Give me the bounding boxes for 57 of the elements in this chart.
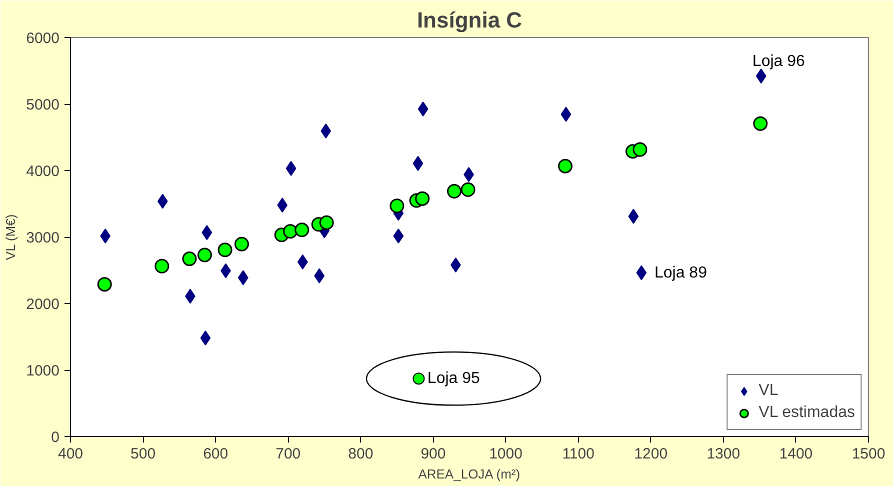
point	[197, 248, 212, 262]
x-tick-label: 1000	[489, 446, 522, 462]
chart-title: Insígnia C	[416, 8, 522, 32]
point	[636, 265, 647, 280]
annotation: Loja 95	[427, 370, 480, 388]
x-tick-label: 900	[420, 446, 446, 462]
point	[393, 228, 404, 244]
x-tick-label: 1200	[634, 446, 668, 462]
point	[283, 224, 298, 239]
point	[182, 252, 197, 266]
y-tick-label: 2000	[26, 296, 60, 313]
y-tick-label: 1000	[26, 362, 60, 380]
point	[200, 330, 211, 346]
point	[632, 142, 648, 157]
y-tick-label: 0	[51, 429, 60, 446]
point	[154, 258, 170, 274]
x-tick-label: 1400	[779, 446, 813, 462]
point	[218, 242, 232, 258]
point	[753, 116, 768, 131]
annotation: Loja 89	[654, 264, 708, 282]
point	[319, 215, 334, 230]
point	[558, 158, 573, 174]
point	[294, 222, 310, 238]
x-tick-label: 500	[130, 446, 156, 462]
annotation: Loja 96	[752, 52, 806, 70]
point	[447, 184, 462, 198]
point	[97, 277, 112, 292]
point	[460, 182, 476, 197]
point	[418, 101, 428, 116]
point	[286, 160, 296, 176]
x-tick-label: 600	[203, 446, 228, 462]
point	[238, 270, 248, 286]
point	[560, 106, 572, 122]
legend-label: VL	[758, 382, 779, 400]
y-tick-label: 6000	[26, 30, 60, 47]
x-tick-label: 800	[348, 446, 374, 462]
point	[202, 225, 212, 240]
point	[297, 254, 308, 270]
point	[320, 124, 332, 138]
legend-label: VL estimadas	[758, 404, 855, 422]
point	[234, 236, 249, 252]
point	[756, 68, 766, 84]
x-tick-label: 1300	[706, 446, 740, 462]
x-tick-label: 1100	[562, 446, 594, 462]
y-tick-label: 5000	[26, 96, 60, 114]
point	[412, 156, 424, 171]
point	[390, 198, 404, 214]
point	[628, 208, 639, 224]
y-axis-title: VL (M€)	[3, 214, 18, 260]
y-tick-label: 3000	[26, 230, 60, 246]
point	[415, 191, 430, 206]
point	[157, 194, 168, 209]
y-tick-label: 4000	[26, 163, 60, 180]
x-tick-label: 1500	[852, 446, 886, 462]
x-tick-label: 700	[276, 446, 301, 462]
x-axis-title: AREA_LOJA (m²)	[418, 466, 520, 482]
x-tick-label: 400	[58, 446, 84, 462]
